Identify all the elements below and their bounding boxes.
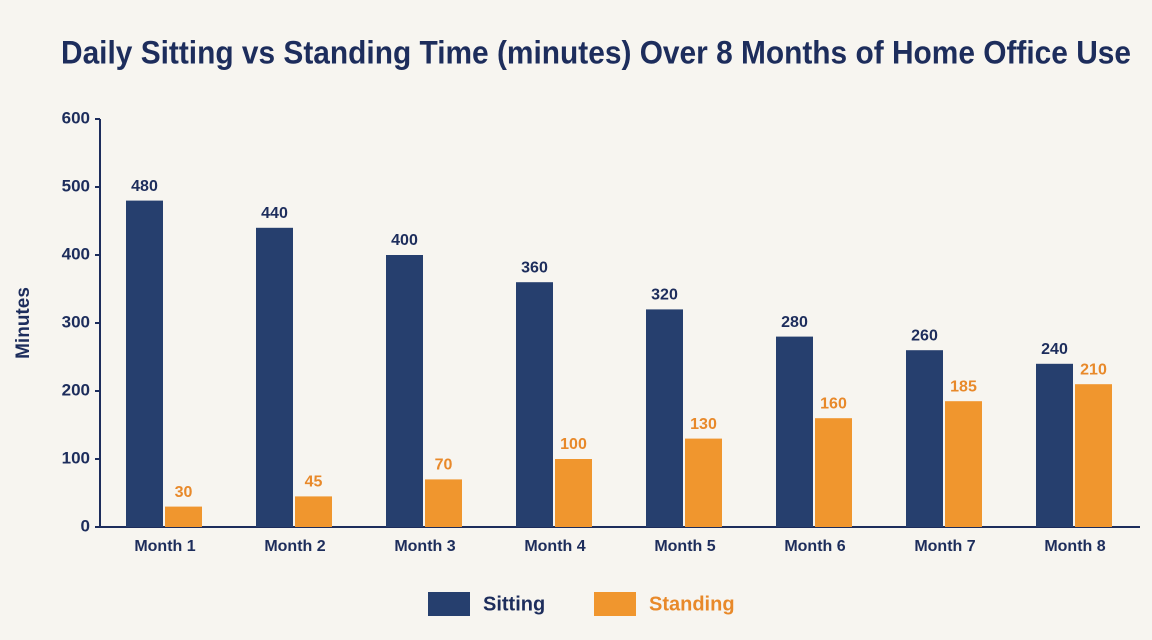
x-tick-label: Month 3 xyxy=(394,538,455,555)
bar xyxy=(555,459,592,527)
legend-label: Standing xyxy=(649,593,735,615)
value-label: 45 xyxy=(305,474,323,491)
value-label: 130 xyxy=(690,416,717,433)
value-label: 260 xyxy=(911,327,938,344)
bar xyxy=(165,506,202,527)
value-label: 30 xyxy=(175,484,193,501)
bar xyxy=(1036,363,1073,527)
x-tick-label: Month 2 xyxy=(264,538,325,555)
bar xyxy=(906,350,943,527)
value-label: 320 xyxy=(651,287,678,304)
value-label: 440 xyxy=(261,205,288,222)
x-tick-label: Month 5 xyxy=(654,538,715,555)
x-tick-label: Month 7 xyxy=(914,538,975,555)
bar xyxy=(386,255,423,527)
y-tick-label: 300 xyxy=(62,312,90,331)
x-tick-label: Month 8 xyxy=(1044,538,1105,555)
y-axis-label: Minutes xyxy=(13,287,34,359)
y-tick-label: 0 xyxy=(81,516,90,535)
bar xyxy=(516,282,553,527)
value-label: 400 xyxy=(391,232,418,249)
x-tick-label: Month 4 xyxy=(524,538,585,555)
value-label: 160 xyxy=(820,395,847,412)
bar xyxy=(256,227,293,528)
bar xyxy=(685,438,722,527)
bar xyxy=(646,309,683,527)
legend-swatch xyxy=(594,592,636,616)
bar xyxy=(1075,384,1112,527)
x-tick-label: Month 1 xyxy=(134,538,195,555)
bar xyxy=(295,496,332,527)
x-tick-label: Month 6 xyxy=(784,538,845,555)
legend-label: Sitting xyxy=(483,593,545,615)
chart-title: Daily Sitting vs Standing Time (minutes)… xyxy=(61,34,1131,70)
value-label: 100 xyxy=(560,436,587,453)
bar xyxy=(945,401,982,527)
value-label: 280 xyxy=(781,314,808,331)
y-tick-label: 600 xyxy=(62,108,90,127)
y-tick-label: 100 xyxy=(62,448,90,467)
bar xyxy=(776,336,813,527)
value-label: 240 xyxy=(1041,341,1068,358)
value-label: 185 xyxy=(950,378,977,395)
value-label: 210 xyxy=(1080,361,1107,378)
bar xyxy=(126,200,163,527)
bar xyxy=(425,479,462,527)
bar xyxy=(815,418,852,527)
y-tick-label: 400 xyxy=(62,244,90,263)
value-label: 70 xyxy=(435,457,453,474)
y-tick-label: 200 xyxy=(62,380,90,399)
value-label: 480 xyxy=(131,178,158,195)
y-tick-label: 500 xyxy=(62,176,90,195)
value-label: 360 xyxy=(521,259,548,276)
legend-swatch xyxy=(428,592,470,616)
